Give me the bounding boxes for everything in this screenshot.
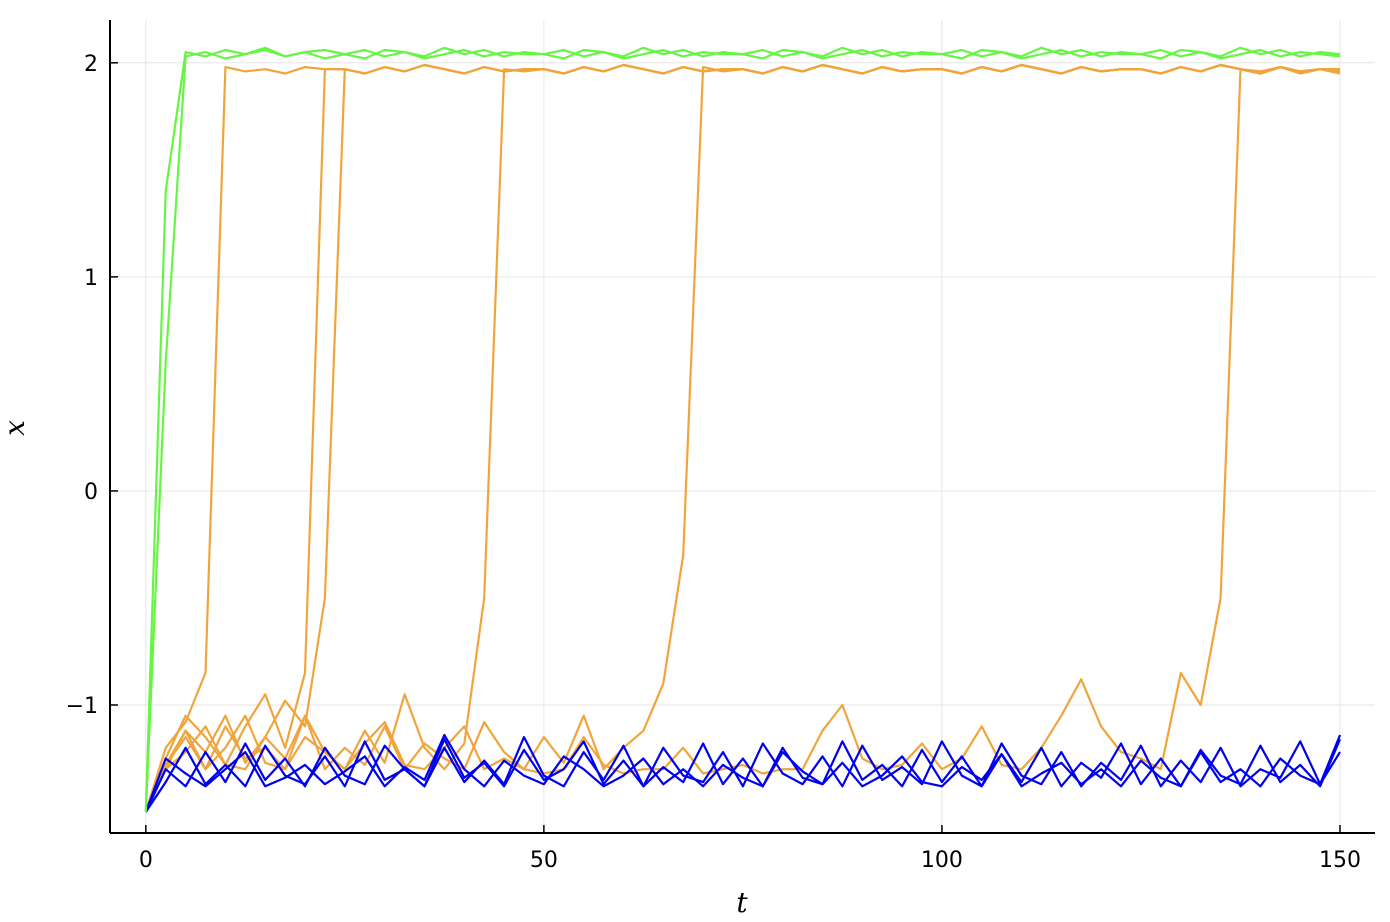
- plot-lines: [144, 46, 1342, 813]
- x-tick-label: 50: [530, 848, 558, 873]
- series-line: [144, 733, 1342, 813]
- series-line: [144, 738, 1342, 813]
- series-line: [144, 63, 1341, 813]
- series-line: [144, 736, 1341, 813]
- x-tick-label: 100: [921, 848, 963, 873]
- grid: [110, 20, 1375, 833]
- series-line: [144, 48, 1341, 813]
- x-tick-label: 0: [139, 848, 153, 873]
- y-axis-label: x: [0, 420, 31, 436]
- x-tick-label: 150: [1319, 848, 1361, 873]
- series-line: [144, 66, 1341, 813]
- x-axis-label: t: [736, 886, 748, 919]
- y-tick-label: −1: [66, 694, 98, 719]
- series-line: [144, 63, 1340, 813]
- series-line: [144, 63, 1341, 813]
- series-line: [144, 63, 1340, 813]
- series-line: [144, 63, 1340, 813]
- y-tick-label: 2: [84, 52, 98, 77]
- series-line: [144, 46, 1341, 813]
- y-tick-label: 0: [84, 480, 98, 505]
- y-tick-label: 1: [84, 266, 98, 291]
